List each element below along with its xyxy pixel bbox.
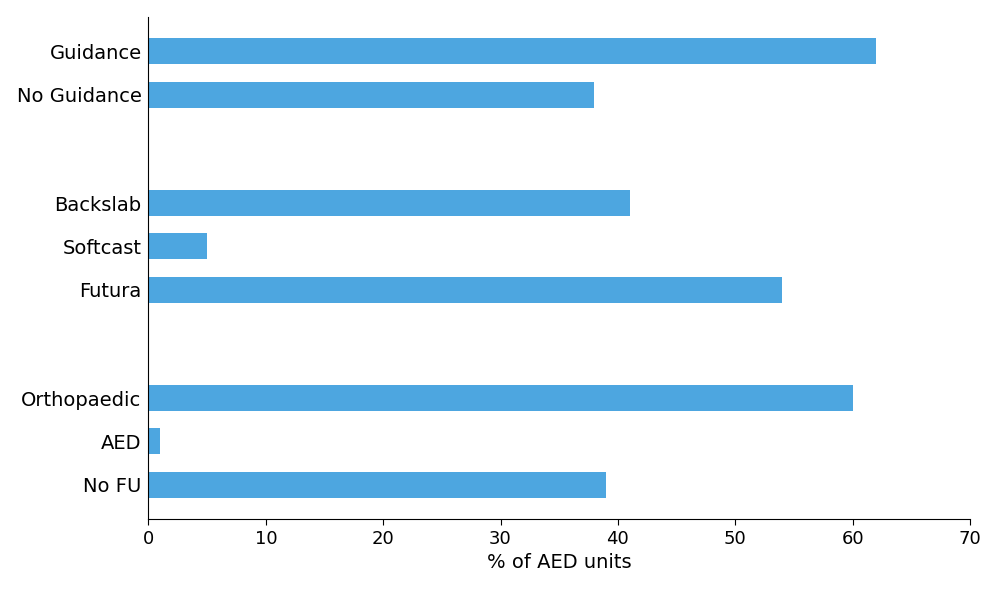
X-axis label: % of AED units: % of AED units (487, 553, 632, 573)
Bar (149, 428, 161, 454)
Bar (149, 82, 595, 108)
Bar (149, 38, 876, 64)
Bar (149, 277, 782, 303)
Bar (149, 233, 208, 259)
Bar (149, 385, 852, 411)
Bar (149, 472, 606, 498)
Bar (149, 190, 630, 216)
